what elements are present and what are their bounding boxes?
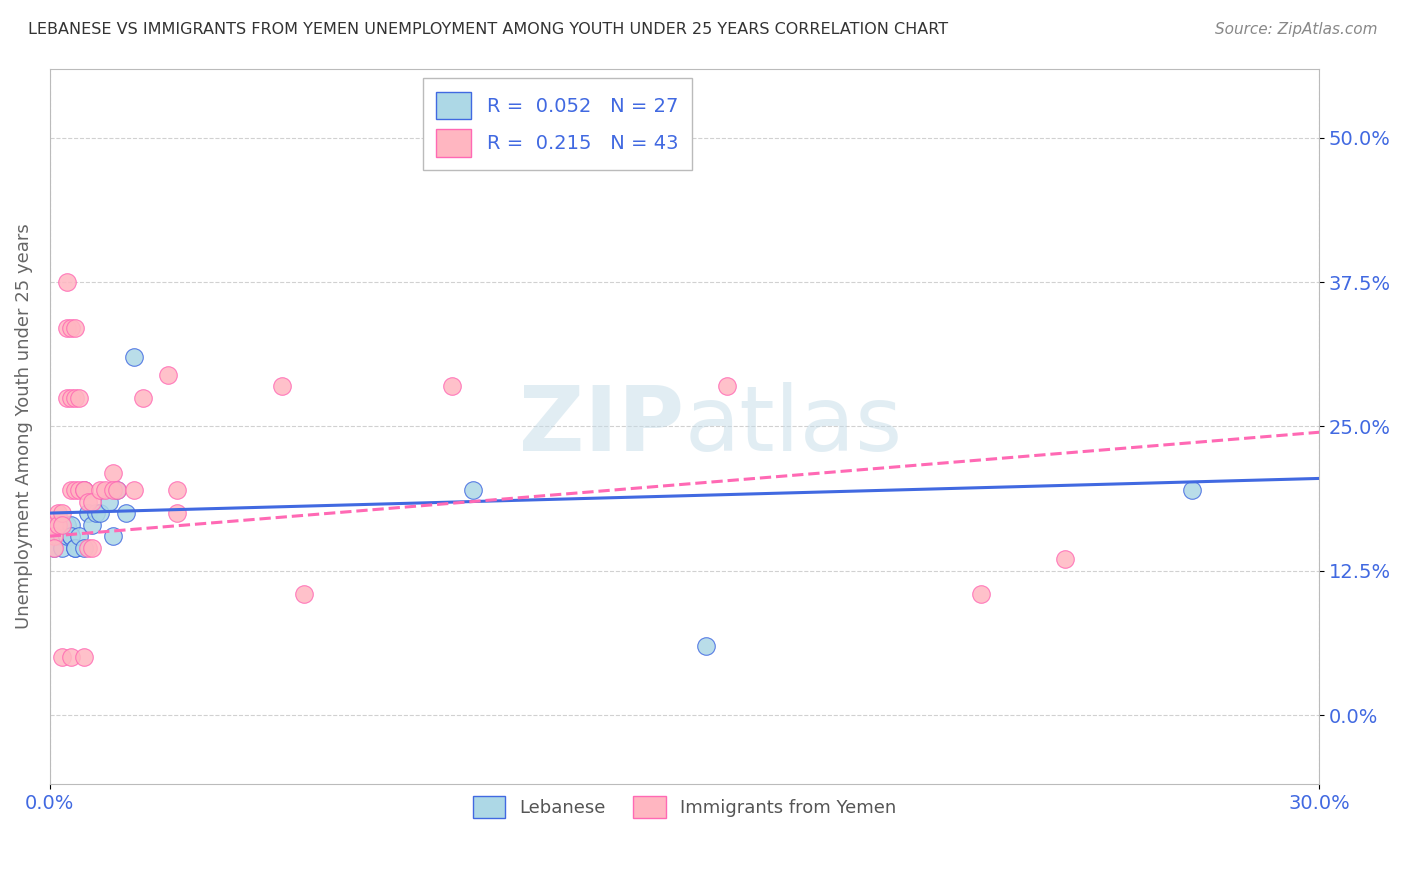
Point (51, 650, 73, 665)
Point (166, 483, 188, 497)
Point (292, 587, 315, 601)
Point (63, 483, 86, 497)
Point (76, 506, 98, 520)
Point (51, 506, 73, 520)
Point (89, 506, 111, 520)
Point (55, 529, 77, 543)
Point (59, 650, 82, 665)
Point (59, 483, 82, 497)
Point (63, 391, 86, 405)
Text: Source: ZipAtlas.com: Source: ZipAtlas.com (1215, 22, 1378, 37)
Point (67, 391, 90, 405)
Point (124, 483, 146, 497)
Text: atlas: atlas (685, 383, 903, 470)
Text: LEBANESE VS IMMIGRANTS FROM YEMEN UNEMPLOYMENT AMONG YOUTH UNDER 25 YEARS CORREL: LEBANESE VS IMMIGRANTS FROM YEMEN UNEMPL… (28, 22, 948, 37)
Point (80, 541, 103, 555)
Point (166, 506, 188, 520)
Point (89, 483, 111, 497)
Point (76, 541, 98, 555)
Point (55, 517, 77, 532)
Point (101, 466, 124, 480)
Point (124, 350, 146, 364)
Point (55, 321, 77, 335)
Point (46, 529, 69, 543)
Point (969, 587, 991, 601)
Point (76, 494, 98, 508)
Point (59, 391, 82, 405)
Legend: Lebanese, Immigrants from Yemen: Lebanese, Immigrants from Yemen (465, 789, 904, 825)
Point (63, 321, 86, 335)
Point (51, 541, 73, 555)
Point (67, 483, 90, 497)
Point (114, 506, 136, 520)
Point (72, 483, 94, 497)
Point (46, 517, 69, 532)
Point (97, 494, 120, 508)
Point (440, 379, 463, 393)
Point (46, 517, 69, 532)
Point (271, 379, 294, 393)
Point (101, 529, 124, 543)
Point (63, 541, 86, 555)
Point (1054, 552, 1077, 566)
Point (93, 483, 115, 497)
Point (72, 541, 94, 555)
Point (59, 517, 82, 532)
Point (42, 517, 65, 532)
Point (63, 541, 86, 555)
Point (55, 275, 77, 289)
Point (716, 379, 738, 393)
Point (42, 529, 65, 543)
Point (59, 529, 82, 543)
Point (105, 483, 128, 497)
Point (55, 391, 77, 405)
Point (67, 529, 90, 543)
Point (59, 529, 82, 543)
Y-axis label: Unemployment Among Youth under 25 years: Unemployment Among Youth under 25 years (15, 224, 32, 630)
Point (72, 650, 94, 665)
Point (80, 517, 103, 532)
Point (105, 483, 128, 497)
Point (42, 541, 65, 555)
Point (132, 391, 155, 405)
Text: ZIP: ZIP (519, 383, 685, 470)
Point (157, 368, 180, 382)
Point (461, 483, 484, 497)
Point (46, 506, 69, 520)
Point (72, 483, 94, 497)
Point (42, 541, 65, 555)
Point (80, 494, 103, 508)
Point (695, 639, 717, 653)
Point (51, 529, 73, 543)
Point (1181, 483, 1204, 497)
Point (72, 483, 94, 497)
Point (84, 506, 107, 520)
Point (51, 517, 73, 532)
Point (101, 483, 124, 497)
Point (59, 321, 82, 335)
